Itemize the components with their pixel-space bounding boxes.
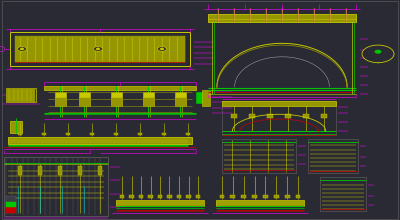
Circle shape [362,45,394,63]
Circle shape [18,46,26,51]
Bar [6,202,16,207]
Bar [222,139,296,173]
Bar [138,195,144,198]
Bar [8,137,192,144]
Bar [90,133,94,135]
Bar [6,88,36,102]
Circle shape [160,48,164,50]
Bar [321,114,327,118]
Circle shape [20,48,24,50]
Bar [38,166,42,175]
Bar [6,206,16,213]
Bar [320,177,366,211]
Bar [79,97,90,106]
Bar [308,139,358,173]
Bar [18,133,22,135]
Bar [222,101,336,106]
Bar [4,157,108,216]
Bar [162,133,166,135]
Bar [15,36,185,62]
Bar [120,195,124,198]
Bar [111,92,122,97]
Bar [79,92,90,97]
Bar [186,195,191,198]
Bar [66,133,70,135]
Bar [186,133,190,135]
Circle shape [94,46,102,51]
Bar [15,36,185,62]
Bar [143,97,154,106]
Bar [6,196,16,213]
Bar [202,90,210,106]
Circle shape [158,46,166,51]
Bar [158,195,162,198]
Bar [44,86,196,90]
Circle shape [96,48,100,50]
Bar [177,195,182,198]
Bar [18,166,22,175]
Bar [296,195,300,198]
Bar [129,195,134,198]
Bar [111,97,122,106]
Bar [167,195,172,198]
Bar [249,114,255,118]
Bar [222,101,336,135]
Bar [98,166,102,175]
Bar [285,114,291,118]
Bar [285,195,290,198]
Bar [55,97,66,106]
Bar [138,133,142,135]
Bar [252,195,257,198]
Circle shape [375,50,381,53]
Bar [241,195,246,198]
Bar [175,97,186,106]
Bar [208,14,356,22]
Bar [175,92,186,97]
Bar [263,195,268,198]
Bar [143,92,154,97]
Bar [78,166,82,175]
Bar [148,195,153,198]
Bar [196,195,200,198]
Bar [58,166,62,175]
Bar [10,32,190,66]
Bar [216,200,304,206]
Bar [303,114,309,118]
Bar [55,92,66,97]
Bar [274,195,279,198]
Bar [116,200,204,206]
Bar [7,89,35,102]
Bar [230,195,235,198]
Bar [114,133,118,135]
Bar [42,133,46,135]
Bar [231,114,237,118]
Bar [10,121,22,133]
Bar [220,195,224,198]
Bar [267,114,273,118]
Bar [196,92,206,103]
